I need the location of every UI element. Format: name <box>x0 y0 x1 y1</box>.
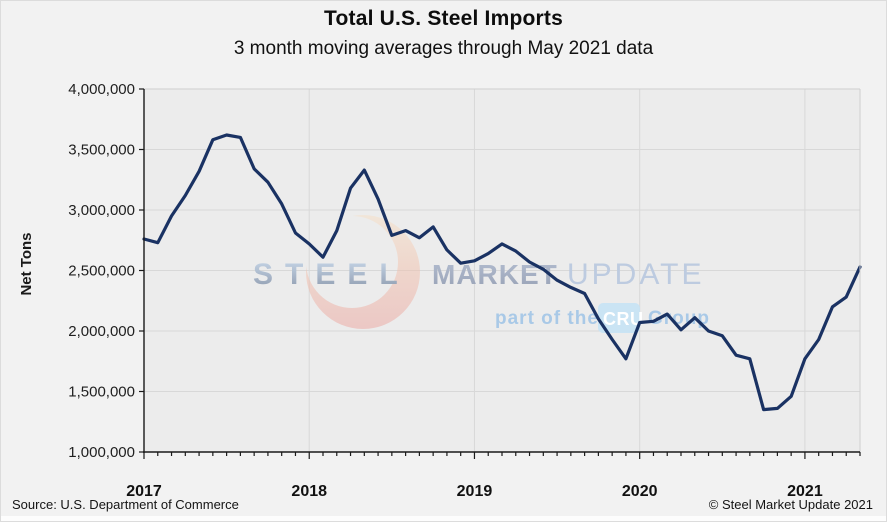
watermark-market: MARKET <box>432 259 558 290</box>
y-tick-label: 1,000,000 <box>68 444 135 461</box>
y-tick-label: 3,000,000 <box>68 202 135 219</box>
x-tick-label: 2021 <box>787 483 823 500</box>
x-tick-label: 2017 <box>126 483 162 500</box>
chart-subtitle: 3 month moving averages through May 2021… <box>233 38 654 59</box>
watermark-steel: STEEL <box>253 258 410 291</box>
watermark-part-of-the: part of the <box>495 308 599 329</box>
axis-ticks <box>139 88 861 459</box>
watermark-update: UPDATE <box>567 258 704 291</box>
axis-labels: 1,000,000 1,500,000 2,000,000 2,500,000 3,00… <box>68 81 823 500</box>
chart-title: Total U.S. Steel Imports <box>324 7 563 30</box>
y-tick-label: 4,000,000 <box>68 81 135 98</box>
watermark-group: Group <box>648 308 710 329</box>
cru-badge-label: CRU <box>603 309 644 329</box>
y-tick-label: 1,500,000 <box>68 384 135 401</box>
source-note: Source: U.S. Department of Commerce <box>12 497 239 512</box>
x-tick-label: 2018 <box>291 483 327 500</box>
cru-badge <box>598 303 640 333</box>
y-tick-label: 2,000,000 <box>68 323 135 340</box>
y-tick-label: 3,500,000 <box>68 142 135 159</box>
bottom-strip <box>1 516 886 521</box>
gridlines <box>144 89 860 452</box>
x-tick-label: 2019 <box>457 483 493 500</box>
x-tick-label: 2020 <box>622 483 658 500</box>
copyright-note: © Steel Market Update 2021 <box>708 497 873 512</box>
y-tick-label: 2,500,000 <box>68 263 135 280</box>
imports-line-series <box>142 133 862 412</box>
